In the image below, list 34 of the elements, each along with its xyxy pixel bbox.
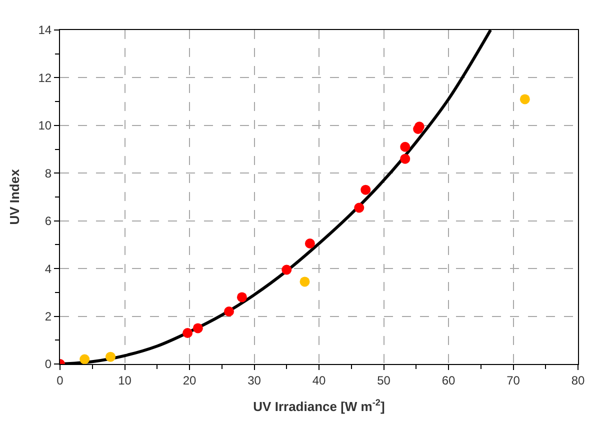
- point: [304, 238, 315, 249]
- point: [360, 184, 371, 195]
- x-tick-label: 40: [312, 373, 326, 388]
- y-tick-label: 14: [38, 23, 52, 38]
- x-tick-label: 50: [377, 373, 391, 388]
- y-tick-label: 12: [38, 70, 52, 85]
- point: [182, 328, 193, 338]
- y-tick-label: 4: [44, 262, 52, 276]
- x-tick-label: 30: [248, 373, 262, 388]
- point: [192, 323, 203, 334]
- point: [80, 354, 90, 364]
- x-tick-label: 0: [56, 373, 64, 388]
- y-tick-label: 6: [44, 214, 52, 228]
- point: [520, 94, 530, 104]
- y-axis-title: UV Index: [7, 168, 22, 225]
- point: [236, 292, 247, 302]
- x-tick-label: 10: [118, 373, 132, 388]
- point: [106, 352, 116, 362]
- point: [400, 154, 410, 164]
- y-tick-label: 8: [44, 166, 52, 180]
- point: [354, 202, 364, 213]
- x-tick-label: 70: [506, 373, 520, 388]
- y-tick-label: 2: [44, 309, 52, 324]
- y-tick-label: 10: [38, 118, 52, 133]
- x-tick-label: 80: [571, 373, 585, 388]
- point: [400, 142, 410, 152]
- point: [414, 122, 424, 132]
- point: [282, 264, 292, 275]
- x-tick-label: 60: [442, 373, 456, 388]
- x-axis-title: UV Irradiance [W m$^{-2}$]: [253, 398, 385, 414]
- x-tick-label: 20: [182, 373, 196, 388]
- point: [224, 306, 234, 317]
- y-tick-label: 0: [44, 357, 52, 372]
- point: [300, 276, 310, 287]
